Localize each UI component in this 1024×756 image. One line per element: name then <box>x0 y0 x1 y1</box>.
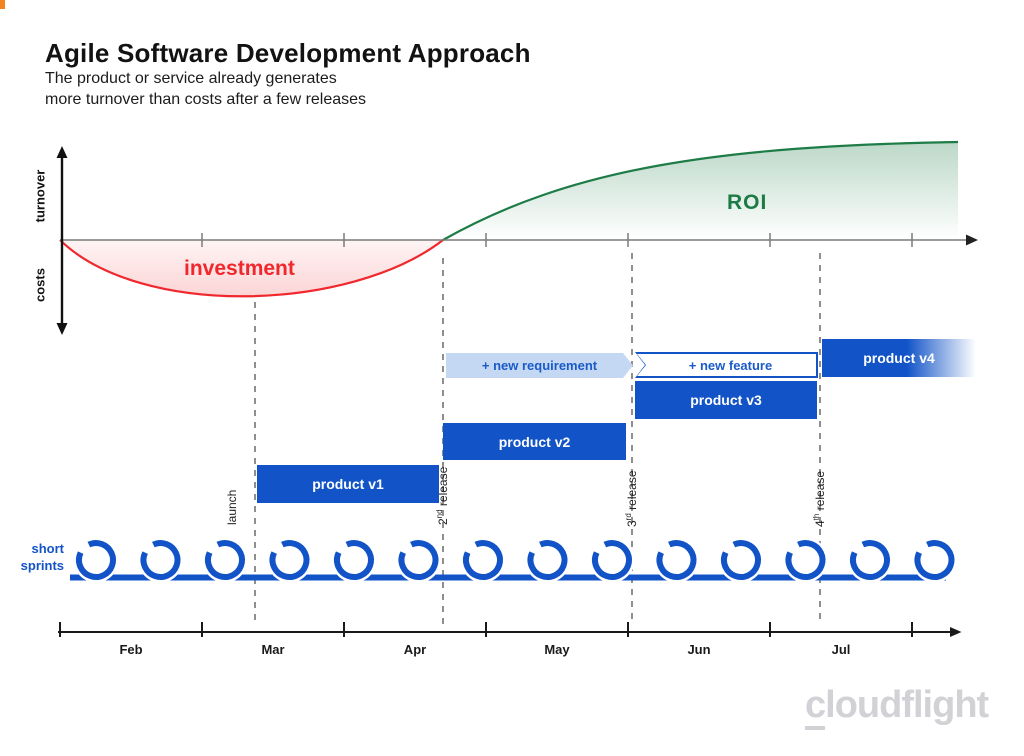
month-label-jun: Jun <box>687 642 711 657</box>
month-label-mar: Mar <box>261 642 285 657</box>
x-axis-arrowhead <box>966 234 978 246</box>
product-v4-bar: product v4 <box>822 339 976 377</box>
corner-accent-mark <box>0 0 5 9</box>
new-requirement-ribbon: + new requirement <box>446 353 633 378</box>
month-label-may: May <box>544 642 570 657</box>
cloudflight-logo: cloudflight <box>805 684 989 730</box>
timeline-arrowhead <box>950 627 962 637</box>
milestone-label-3rd-release: 3rd release <box>624 470 639 527</box>
product-v1-bar: product v1 <box>257 465 439 503</box>
subtitle-line-2: more turnover than costs after a few rel… <box>45 91 367 108</box>
month-label-apr: Apr <box>403 642 427 657</box>
roi-curve <box>442 140 959 241</box>
x-axis <box>60 233 966 247</box>
page-subtitle: The product or service already generates… <box>45 68 366 110</box>
page-title: Agile Software Development Approach <box>45 38 531 68</box>
investment-curve <box>59 239 444 298</box>
milestone-label-launch: launch <box>225 489 239 525</box>
month-label-jul: Jul <box>831 642 851 657</box>
milestone-label-4th-release: 4th release <box>812 470 827 527</box>
sprint-loops <box>70 537 957 583</box>
product-v2-bar: product v2 <box>443 423 626 460</box>
short-sprints-label: short sprints <box>20 541 64 573</box>
y-axis <box>56 146 68 335</box>
new-feature-label: + new feature <box>637 354 816 376</box>
subtitle-line-1: The product or service already generates <box>45 70 337 87</box>
timeline-axis <box>58 622 950 637</box>
product-v3-bar: product v3 <box>635 381 817 419</box>
month-label-feb: Feb <box>119 642 143 657</box>
new-feature-ribbon: + new feature <box>635 352 818 378</box>
